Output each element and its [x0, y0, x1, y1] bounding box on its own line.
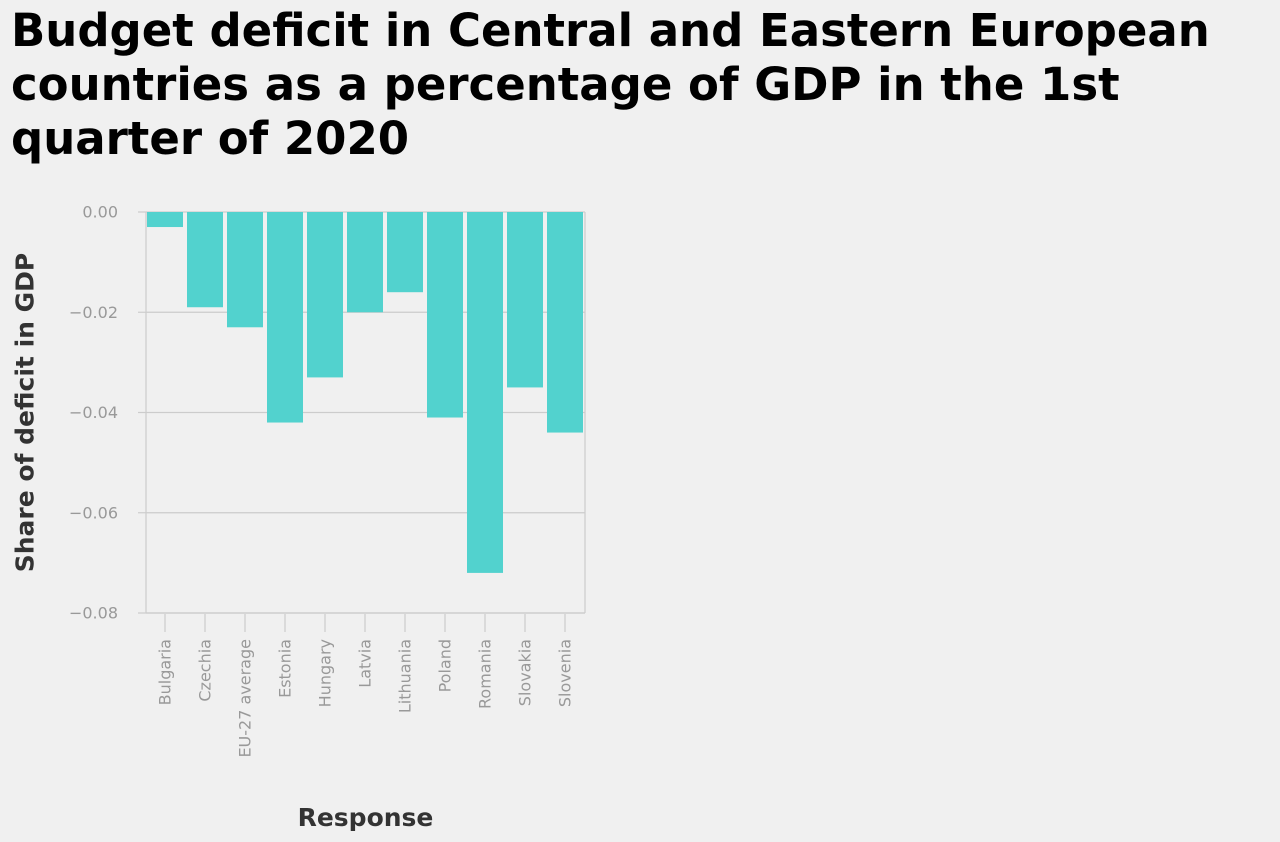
bar-slovenia	[547, 212, 583, 433]
y-tick-label: −0.04	[69, 403, 118, 422]
bar-lithuania	[387, 212, 423, 293]
x-tick-label: EU-27 average	[236, 639, 255, 758]
y-tick-label: −0.08	[69, 604, 118, 623]
x-tick-label: Hungary	[316, 639, 335, 707]
y-tick-label: −0.02	[69, 303, 118, 322]
bar-czechia	[187, 212, 223, 308]
x-tick-label: Lithuania	[396, 639, 415, 713]
y-tick-labels: 0.00 −0.02 −0.04 −0.06 −0.08	[69, 203, 118, 623]
x-tick-label: Estonia	[276, 639, 295, 698]
x-tick-labels: Bulgaria Czechia EU-27 average Estonia Hunga…	[156, 639, 575, 758]
bar-latvia	[347, 212, 383, 313]
x-tick-label: Poland	[436, 639, 455, 692]
x-tick-label: Slovenia	[556, 639, 575, 707]
y-tick-label: −0.06	[69, 503, 118, 522]
y-tick-label: 0.00	[82, 203, 118, 222]
bar-romania	[467, 212, 503, 573]
bar-eu-27-average	[227, 212, 263, 328]
bar-estonia	[267, 212, 303, 423]
x-tick-label: Romania	[476, 639, 495, 709]
axes	[138, 211, 586, 632]
x-tick-label: Bulgaria	[156, 639, 175, 705]
x-axis-title: Response	[298, 803, 434, 832]
chart-title: Budget deficit in Central and Eastern Eu…	[11, 4, 1210, 165]
x-tick-label: Slovakia	[516, 639, 535, 706]
bar-bulgaria	[147, 212, 183, 228]
bar-hungary	[307, 212, 343, 378]
bars	[147, 212, 583, 573]
x-tick-label: Czechia	[196, 639, 215, 702]
bar-slovakia	[507, 212, 543, 388]
y-axis-title: Share of deficit in GDP	[11, 253, 40, 573]
x-tick-label: Latvia	[356, 639, 375, 688]
bar-poland	[427, 212, 463, 418]
